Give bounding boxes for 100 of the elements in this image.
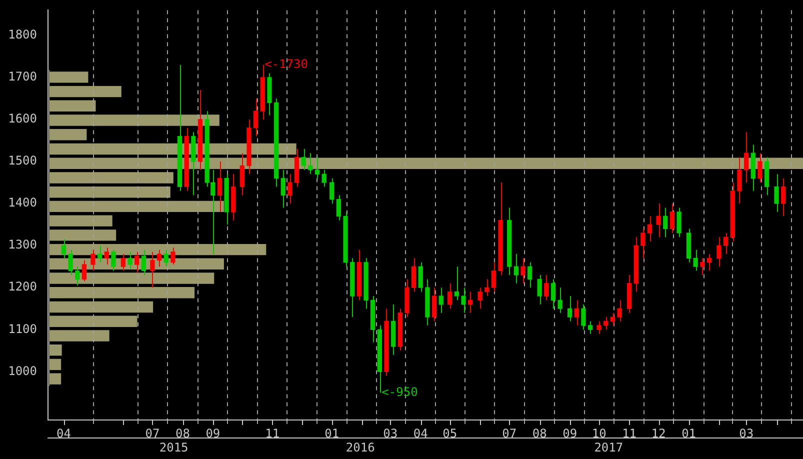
- candlestick: [774, 174, 779, 212]
- bar: [49, 344, 62, 356]
- x2-tick-label: 2016: [346, 440, 375, 454]
- y-tick-label: 1000: [8, 364, 37, 378]
- x-tick-label: 10: [592, 426, 606, 440]
- candlestick: [461, 287, 466, 314]
- candlestick: [640, 228, 646, 259]
- candlestick: [484, 278, 490, 297]
- annotation: <-950: [382, 384, 418, 399]
- bar: [49, 100, 96, 112]
- candlestick: [432, 287, 437, 322]
- candlestick: [478, 287, 482, 310]
- candlestick: [330, 178, 334, 204]
- candlestick: [308, 152, 313, 175]
- x-tick-label: 08: [175, 426, 190, 440]
- x-tick-label: 07: [145, 426, 160, 440]
- candlestick: [581, 304, 586, 330]
- bar: [49, 373, 62, 384]
- candlestick: [75, 266, 80, 286]
- candlestick: [61, 238, 66, 259]
- candlestick: [288, 174, 292, 204]
- x-tick-label: 11: [265, 426, 280, 440]
- candlestick: [141, 249, 146, 276]
- candlestick: [656, 203, 661, 238]
- candlestick: [574, 300, 579, 326]
- candlestick: [68, 249, 73, 276]
- candlestick: [418, 262, 423, 292]
- candlestick: [716, 236, 722, 268]
- candlestick: [700, 258, 705, 276]
- candlestick: [567, 296, 572, 322]
- candlestick: [90, 249, 96, 272]
- bar: [49, 114, 220, 126]
- candlestick: [164, 249, 168, 268]
- candlestick: [604, 316, 608, 330]
- x-tick-label: 07: [502, 426, 517, 440]
- candlestick: [111, 249, 116, 272]
- y-tick-label: 1800: [8, 28, 37, 42]
- bar: [49, 129, 87, 140]
- bar: [49, 244, 266, 256]
- x-tick-label: 04: [56, 426, 71, 440]
- candlestick: [254, 98, 258, 137]
- candlestick: [596, 320, 602, 334]
- candlestick: [82, 260, 87, 282]
- y-tick-label: 1200: [8, 280, 37, 294]
- candlestick: [737, 156, 742, 204]
- y-tick-label: 1600: [8, 112, 37, 126]
- bar: [49, 301, 154, 313]
- x2-tick-label: 2017: [594, 440, 624, 454]
- candlestick: [438, 287, 444, 314]
- y-tick-label: 1100: [8, 322, 37, 336]
- y-tick-label: 1700: [8, 70, 37, 84]
- candlestick: [781, 178, 786, 217]
- candlestick: [647, 216, 652, 242]
- candlestick: [528, 262, 532, 288]
- candlestick: [128, 251, 132, 270]
- x-tick-label: 09: [206, 426, 220, 440]
- x2-tick-label: 2015: [159, 440, 188, 454]
- x-tick-label: 11: [622, 426, 637, 440]
- x-tick-label: 05: [442, 426, 458, 440]
- candlestick: [670, 203, 675, 234]
- candlestick: [314, 156, 320, 179]
- y-tick-label: 1300: [8, 238, 37, 252]
- candlestick: [558, 287, 562, 314]
- candlestick: [454, 266, 460, 301]
- bar: [49, 172, 174, 184]
- candlestick: [104, 247, 109, 265]
- y-tick-label: 1400: [8, 196, 37, 210]
- candlestick: [217, 161, 222, 212]
- candlestick: [170, 247, 176, 265]
- bar: [49, 358, 62, 370]
- candlestick: [514, 253, 519, 284]
- candlestick: [491, 262, 496, 292]
- bar: [49, 287, 195, 298]
- candlestick: [676, 207, 682, 238]
- x-tick-label: 08: [532, 426, 547, 440]
- x-tick-label: 12: [651, 426, 666, 440]
- x-tick-label: 01: [682, 426, 696, 440]
- candlestick: [610, 312, 616, 326]
- y-tick-label: 1500: [8, 154, 37, 168]
- x-tick-label: 04: [413, 426, 428, 440]
- candlestick: [663, 207, 668, 238]
- candlestick: [322, 169, 326, 188]
- candlestick: [240, 152, 245, 196]
- candlestick: [758, 152, 762, 184]
- bar: [49, 186, 170, 198]
- candlestick: [588, 320, 593, 334]
- candlestick: [448, 282, 452, 310]
- annotation: <-1730: [264, 56, 308, 71]
- x-tick-label: 03: [739, 426, 754, 440]
- bar: [49, 316, 138, 327]
- bar: [49, 330, 110, 342]
- candlestick: [156, 249, 162, 268]
- bar: [49, 215, 112, 226]
- candlestick: [693, 249, 698, 272]
- candlestick: [150, 251, 155, 288]
- candlestick: [134, 251, 140, 274]
- candlestick: [550, 278, 556, 310]
- candlestick: [544, 274, 549, 301]
- bar: [49, 86, 122, 98]
- x-tick-label: 01: [324, 426, 340, 440]
